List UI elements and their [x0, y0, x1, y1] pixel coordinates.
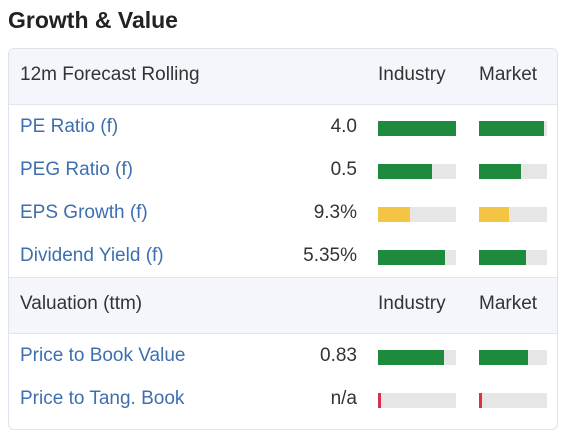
market-bar-fill	[479, 164, 522, 179]
valuation-section-label: Valuation (ttm)	[20, 293, 143, 314]
market-bar	[479, 250, 547, 265]
industry-bar	[378, 121, 456, 136]
eps-growth-link[interactable]: EPS Growth (f)	[20, 202, 148, 223]
metric-row-price-to-book: Price to Book Value 0.83	[9, 334, 557, 377]
industry-bar	[378, 350, 456, 365]
peg-ratio-value: 0.5	[330, 159, 357, 180]
industry-bar-fill	[378, 207, 410, 222]
forecast-section-label: 12m Forecast Rolling	[20, 64, 200, 85]
industry-bar-fill	[378, 250, 446, 265]
metric-row-pe-ratio: PE Ratio (f) 4.0	[9, 105, 557, 148]
industry-column-header: Industry	[378, 293, 446, 314]
market-bar-fill	[479, 350, 528, 365]
market-bar-fill	[479, 207, 509, 222]
market-column-header: Market	[479, 293, 538, 314]
market-bar-fill	[479, 250, 526, 265]
market-bar	[479, 393, 547, 408]
metric-row-dividend-yield: Dividend Yield (f) 5.35%	[9, 234, 557, 277]
market-bar	[479, 350, 547, 365]
metric-row-price-to-tang-book: Price to Tang. Book n/a	[9, 377, 557, 420]
market-bar	[479, 164, 547, 179]
price-to-book-link[interactable]: Price to Book Value	[20, 345, 186, 366]
industry-column-header: Industry	[378, 64, 446, 85]
industry-bar	[378, 250, 456, 265]
market-column-header: Market	[479, 64, 538, 85]
dividend-yield-link[interactable]: Dividend Yield (f)	[20, 245, 164, 266]
growth-value-card: 12m Forecast Rolling Industry Market PE …	[8, 48, 558, 430]
pe-ratio-link[interactable]: PE Ratio (f)	[20, 116, 119, 137]
industry-bar-fill	[378, 350, 445, 365]
industry-bar-fill	[378, 164, 432, 179]
eps-growth-value: 9.3%	[313, 202, 357, 223]
industry-bar	[378, 393, 456, 408]
market-bar-fill	[479, 393, 482, 408]
price-to-tang-book-value: n/a	[330, 388, 357, 409]
industry-bar	[378, 164, 456, 179]
forecast-section-header: 12m Forecast Rolling Industry Market	[9, 49, 557, 105]
valuation-section-header: Valuation (ttm) Industry Market	[9, 277, 557, 334]
market-bar	[479, 121, 547, 136]
industry-bar	[378, 207, 456, 222]
dividend-yield-value: 5.35%	[303, 245, 357, 266]
industry-bar-fill	[378, 393, 382, 408]
metric-row-eps-growth: EPS Growth (f) 9.3%	[9, 191, 557, 234]
industry-bar-fill	[378, 121, 456, 136]
page-title: Growth & Value	[8, 7, 178, 33]
market-bar	[479, 207, 547, 222]
price-to-tang-book-link[interactable]: Price to Tang. Book	[20, 388, 185, 409]
market-bar-fill	[479, 121, 545, 136]
peg-ratio-link[interactable]: PEG Ratio (f)	[20, 159, 133, 180]
pe-ratio-value: 4.0	[330, 116, 357, 137]
metric-row-peg-ratio: PEG Ratio (f) 0.5	[9, 148, 557, 191]
price-to-book-value: 0.83	[320, 345, 357, 366]
